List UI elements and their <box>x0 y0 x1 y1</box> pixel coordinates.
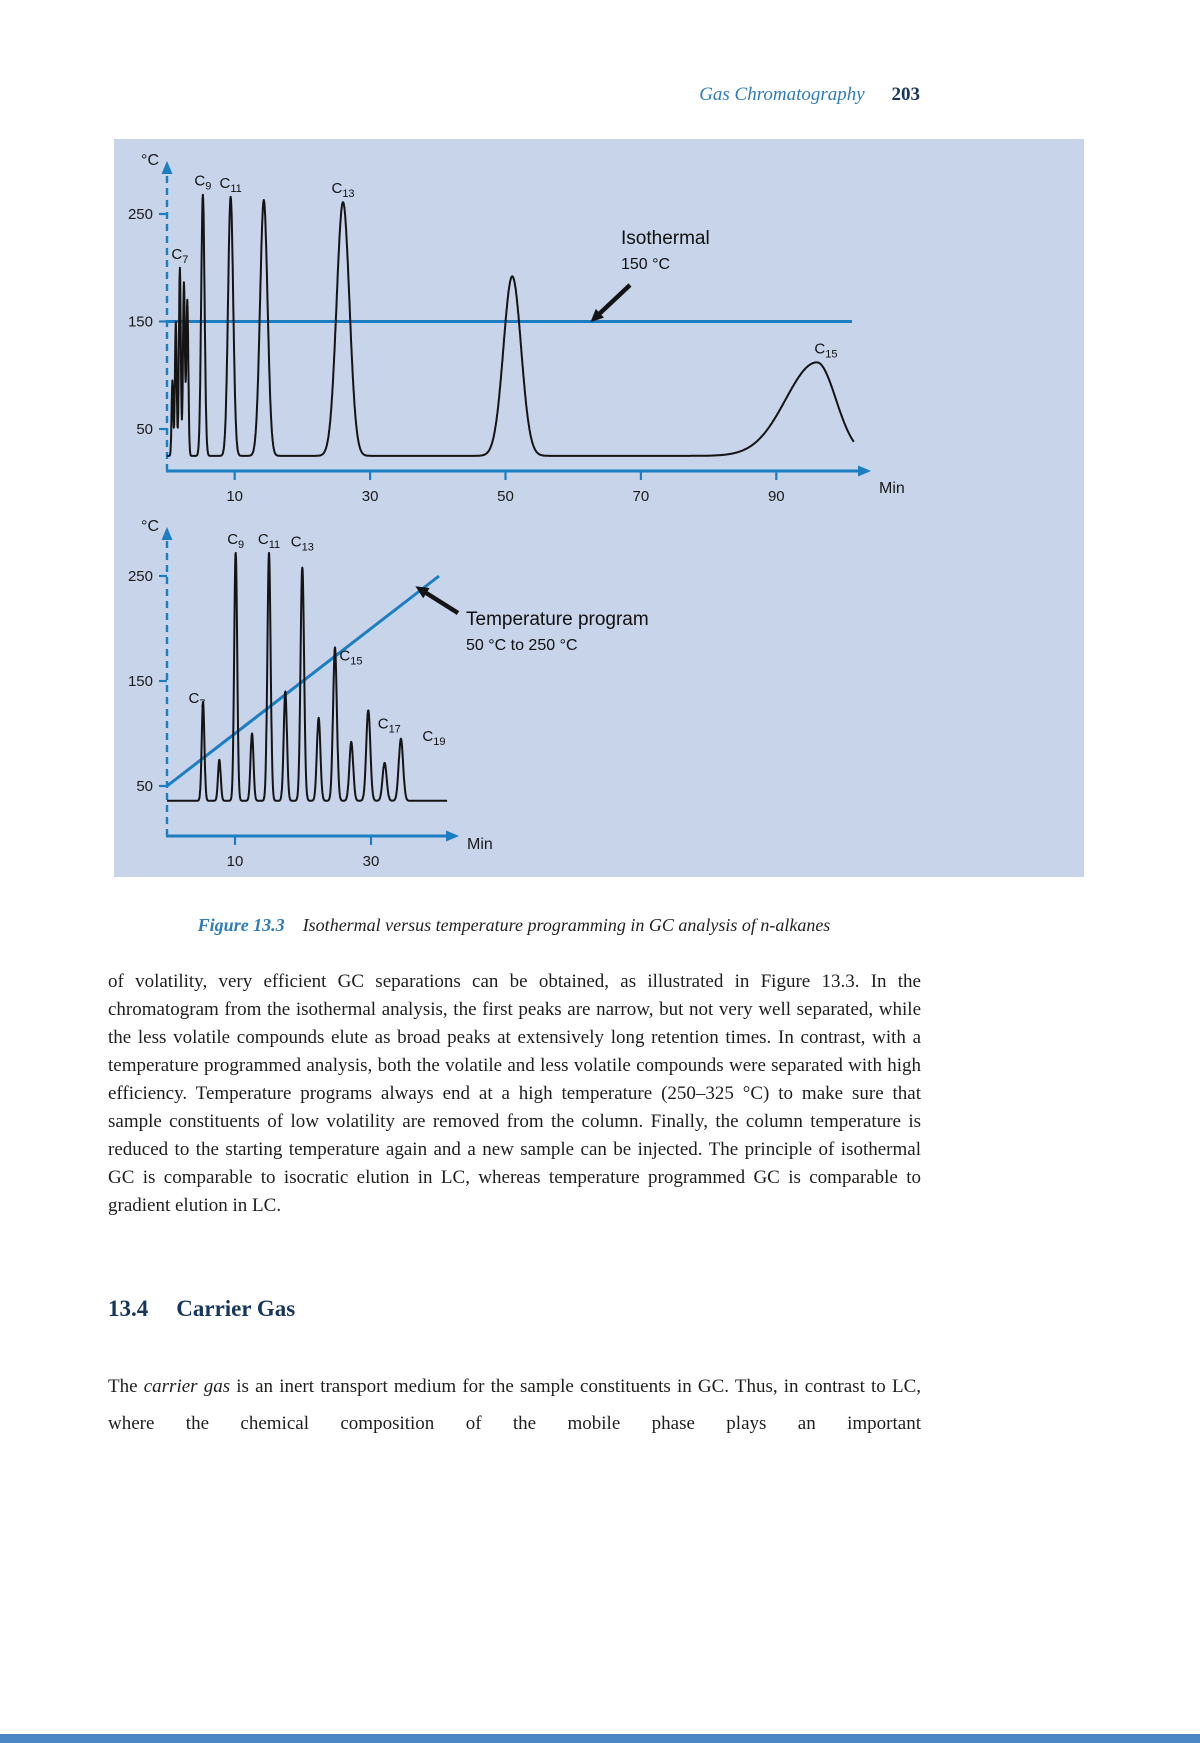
peak-label-C11: C11 <box>220 175 242 195</box>
chromatogram-trace <box>166 551 448 802</box>
x-tick-label: 10 <box>227 853 244 870</box>
arrowhead <box>858 465 871 477</box>
annotation-arrow <box>421 589 460 615</box>
x-axis-unit-label: Min <box>467 836 493 853</box>
peak-label-C11: C11 <box>258 531 280 551</box>
peak-label-C9: C9 <box>194 173 211 193</box>
y-tick-label: 50 <box>136 421 153 438</box>
annotation-arrow <box>595 283 632 318</box>
page-number: 203 <box>891 84 921 105</box>
section-number: 13.4 <box>108 1296 149 1321</box>
figure-caption: Figure 13.3 Isothermal versus temperature… <box>108 915 920 936</box>
x-tick-label: 90 <box>768 488 785 505</box>
annotation-text: Isothermal <box>621 228 710 249</box>
chromatogram-trace <box>166 193 855 457</box>
arrowhead <box>161 527 173 540</box>
peak-label-C13: C13 <box>331 180 354 200</box>
peak-label-C7: C7 <box>189 690 206 710</box>
y-tick-label: 50 <box>136 778 153 795</box>
y-axis-unit-label: °C <box>141 518 159 535</box>
x-axis-unit-label: Min <box>879 480 905 497</box>
x-tick-label: 30 <box>362 488 379 505</box>
paragraph2-rest: is an inert transport medium for the sam… <box>108 1376 921 1434</box>
peak-label-C15: C15 <box>339 647 362 667</box>
temperature-program-line <box>166 574 440 788</box>
annotation-text: Temperature program <box>466 609 649 630</box>
peak-label-C13: C13 <box>291 534 314 554</box>
x-tick-label: 50 <box>497 488 514 505</box>
chromatogram-isothermal: 250 150 50 10 30 50 70 90 °C Min C7 C9 C11 C13 C15 Isot… <box>128 152 905 505</box>
peak-label-C17: C17 <box>378 715 401 735</box>
peak-label-C15: C15 <box>814 340 837 360</box>
section-heading: 13.4 Carrier Gas <box>108 1296 295 1322</box>
y-tick-label: 150 <box>128 673 153 690</box>
body-paragraph-2: The carrier gas is an inert transport me… <box>108 1368 921 1442</box>
running-head: Gas Chromatography 203 <box>108 84 920 106</box>
paragraph2-italic-term: carrier gas <box>143 1376 231 1397</box>
running-title: Gas Chromatography <box>699 84 865 105</box>
x-tick-label: 30 <box>363 853 380 870</box>
figure-13-3-chart: 250 150 50 10 30 50 70 90 °C Min C7 C9 C11 C13 C15 Isot… <box>128 152 905 870</box>
y-tick-label: 250 <box>128 568 153 585</box>
figure-caption-label: Figure 13.3 <box>197 915 285 935</box>
arrowhead <box>415 586 430 599</box>
chromatogram-temperature-program: 250 150 50 10 30 °C Min C7 C9 C11 C13 C15 C17 C19 Temp… <box>128 518 649 870</box>
x-tick-label: 10 <box>226 488 243 505</box>
y-tick-label: 250 <box>128 206 153 223</box>
section-title: Carrier Gas <box>176 1296 296 1321</box>
figure-13-3: 250 150 50 10 30 50 70 90 °C Min C7 C9 C11 C13 C15 Isot… <box>114 139 1084 877</box>
paragraph2-start: The <box>108 1376 144 1397</box>
y-tick-label: 150 <box>128 314 153 331</box>
page-edge-bar <box>0 1734 1200 1743</box>
arrowhead <box>446 830 459 842</box>
arrowhead <box>161 161 173 174</box>
x-tick-label: 70 <box>633 488 650 505</box>
peak-label-C9: C9 <box>227 531 244 551</box>
body-paragraph-1: of volatility, very efficient GC separat… <box>108 971 921 1216</box>
peak-label-C7: C7 <box>171 246 188 266</box>
annotation-text: 50 °C to 250 °C <box>466 637 578 654</box>
figure-caption-text: Isothermal versus temperature programmin… <box>302 915 831 935</box>
y-axis-unit-label: °C <box>141 152 159 169</box>
arrowhead <box>590 308 604 323</box>
annotation-text: 150 °C <box>621 256 670 273</box>
peak-label-C19: C19 <box>422 728 445 748</box>
